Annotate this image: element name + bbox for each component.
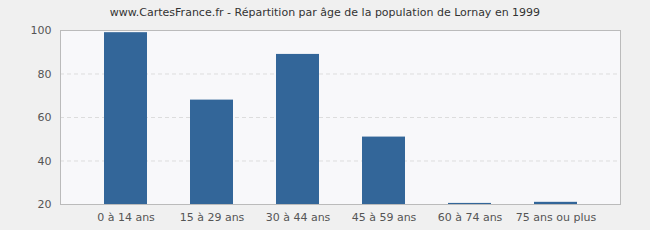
svg-text:20: 20 [38, 198, 52, 211]
svg-text:75 ans ou plus: 75 ans ou plus [516, 211, 597, 224]
svg-text:45 à 59 ans: 45 à 59 ans [352, 211, 417, 224]
svg-text:100: 100 [31, 24, 52, 37]
svg-text:60: 60 [38, 111, 52, 124]
html-text:www.CartesFrance.fr - Répartit: www.CartesFrance.fr - Répartition par âg… [109, 6, 541, 19]
svg-text:60 à 74 ans: 60 à 74 ans [438, 211, 503, 224]
svg-text:30 à 44 ans: 30 à 44 ans [266, 211, 331, 224]
svg-text:15 à 29 ans: 15 à 29 ans [180, 211, 245, 224]
svg-text:0 à 14 ans: 0 à 14 ans [97, 211, 155, 224]
svg-text:80: 80 [38, 68, 52, 81]
svg-text:40: 40 [38, 155, 52, 168]
